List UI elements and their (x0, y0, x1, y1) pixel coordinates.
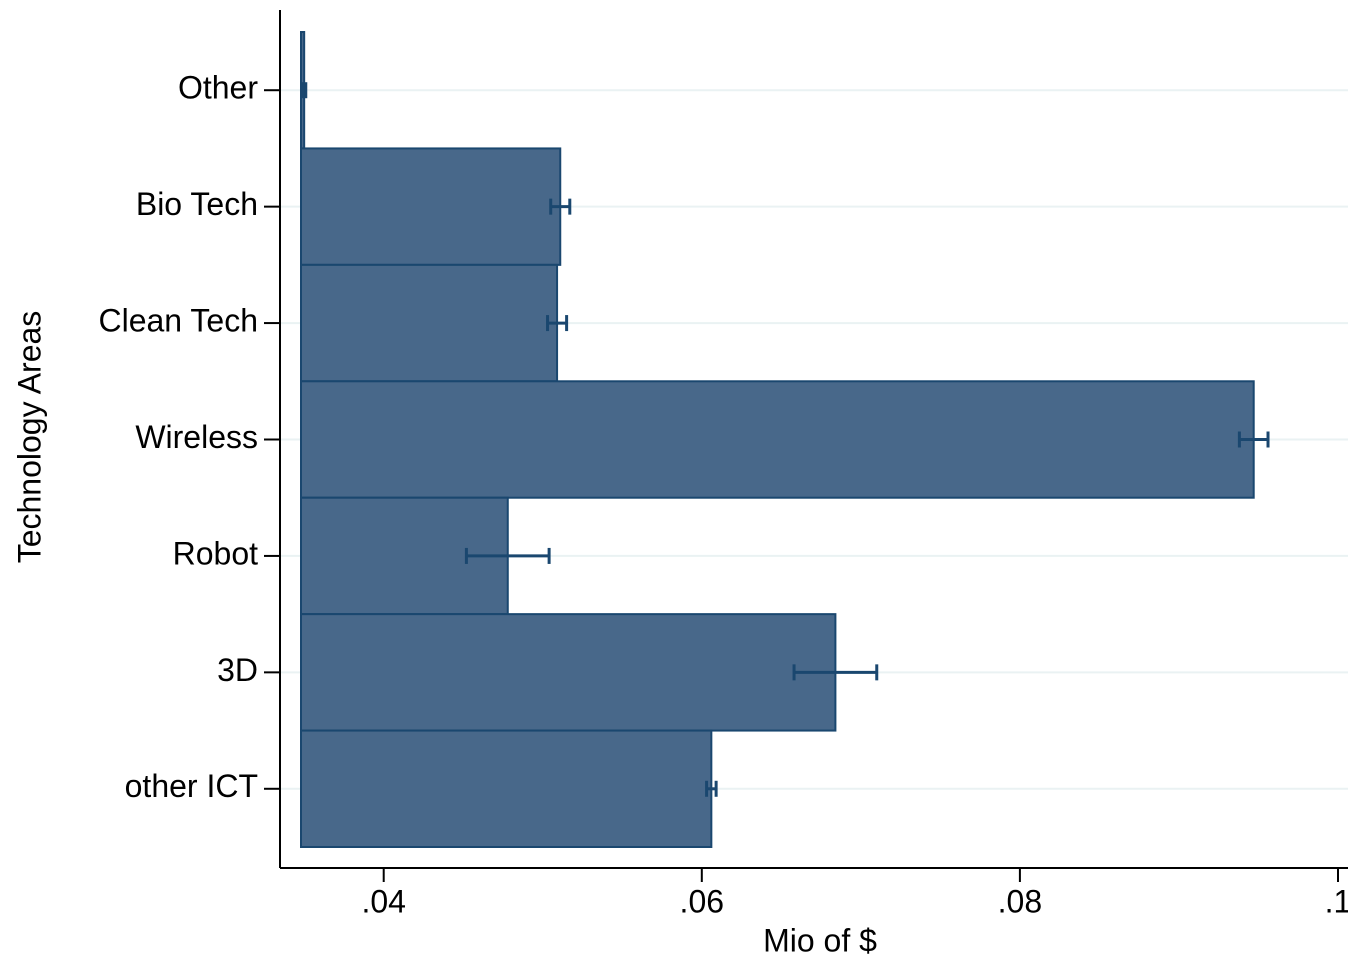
y-tick-label: other ICT (125, 768, 258, 804)
bar (300, 613, 837, 732)
y-tick-label: Clean Tech (98, 303, 258, 339)
y-axis-title: Technology Areas (11, 311, 47, 564)
y-tick-label: Robot (173, 535, 259, 571)
error-bar (549, 198, 572, 215)
y-tick-label: Other (178, 70, 258, 106)
error-bar (464, 547, 551, 564)
x-tick-label: .04 (361, 883, 405, 919)
error-bar (792, 664, 879, 681)
x-tick-label: .08 (998, 883, 1042, 919)
bar (300, 263, 559, 383)
bar (300, 147, 562, 266)
error-bar (546, 315, 569, 332)
x-tick-label: .06 (680, 883, 724, 919)
y-tick-label: Wireless (135, 419, 258, 455)
bar (300, 380, 1255, 499)
y-tick-label: 3D (217, 652, 258, 688)
error-bar (705, 780, 718, 797)
y-tick-label: Bio Tech (136, 186, 258, 222)
error-bar (1237, 431, 1270, 448)
error-bar (301, 82, 308, 99)
x-tick-label: .1 (1325, 883, 1348, 919)
bar (300, 729, 713, 848)
x-axis-title: Mio of $ (763, 922, 877, 958)
